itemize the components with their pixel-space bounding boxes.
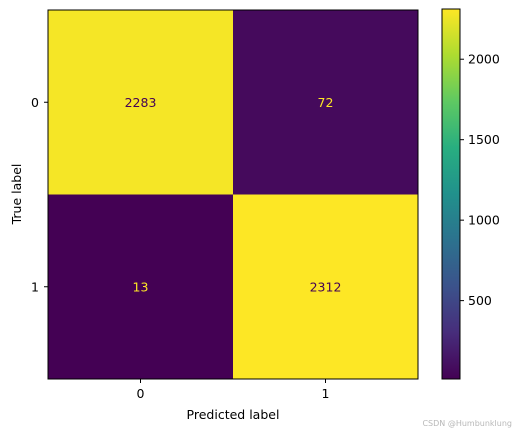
y-axis-ticks: 01 (31, 95, 48, 294)
x-tick-label: 0 (137, 386, 145, 401)
heatmap-cell-0-0 (48, 10, 234, 195)
y-tick-label: 0 (31, 95, 39, 110)
y-axis-label: True label (9, 164, 24, 226)
heatmap-cell-0-1 (233, 10, 419, 195)
cell-value-label: 2312 (310, 279, 342, 294)
colorbar-tick-label: 2000 (468, 52, 500, 67)
x-tick-label: 1 (322, 386, 330, 401)
heatmap-cells (48, 10, 419, 380)
colorbar-tick-label: 1500 (468, 132, 500, 147)
plot-frame (47, 9, 419, 380)
cell-value-label: 13 (133, 279, 149, 294)
watermark-text: CSDN @Humbunklung (422, 419, 512, 428)
cell-labels: 2283 72 13 2312 (125, 95, 342, 295)
heatmap-cell-1-0 (48, 194, 234, 380)
colorbar-ticks: 500 1000 1500 2000 (460, 52, 500, 308)
colorbar-tick-label: 500 (468, 293, 492, 308)
x-axis-label: Predicted label (187, 407, 280, 422)
y-tick-label: 1 (31, 279, 39, 294)
cell-value-label: 2283 (125, 95, 157, 110)
colorbar-tick-label: 1000 (468, 213, 500, 228)
heatmap-cell-1-1 (233, 194, 419, 380)
cell-value-label: 72 (318, 95, 334, 110)
colorbar (441, 8, 461, 380)
